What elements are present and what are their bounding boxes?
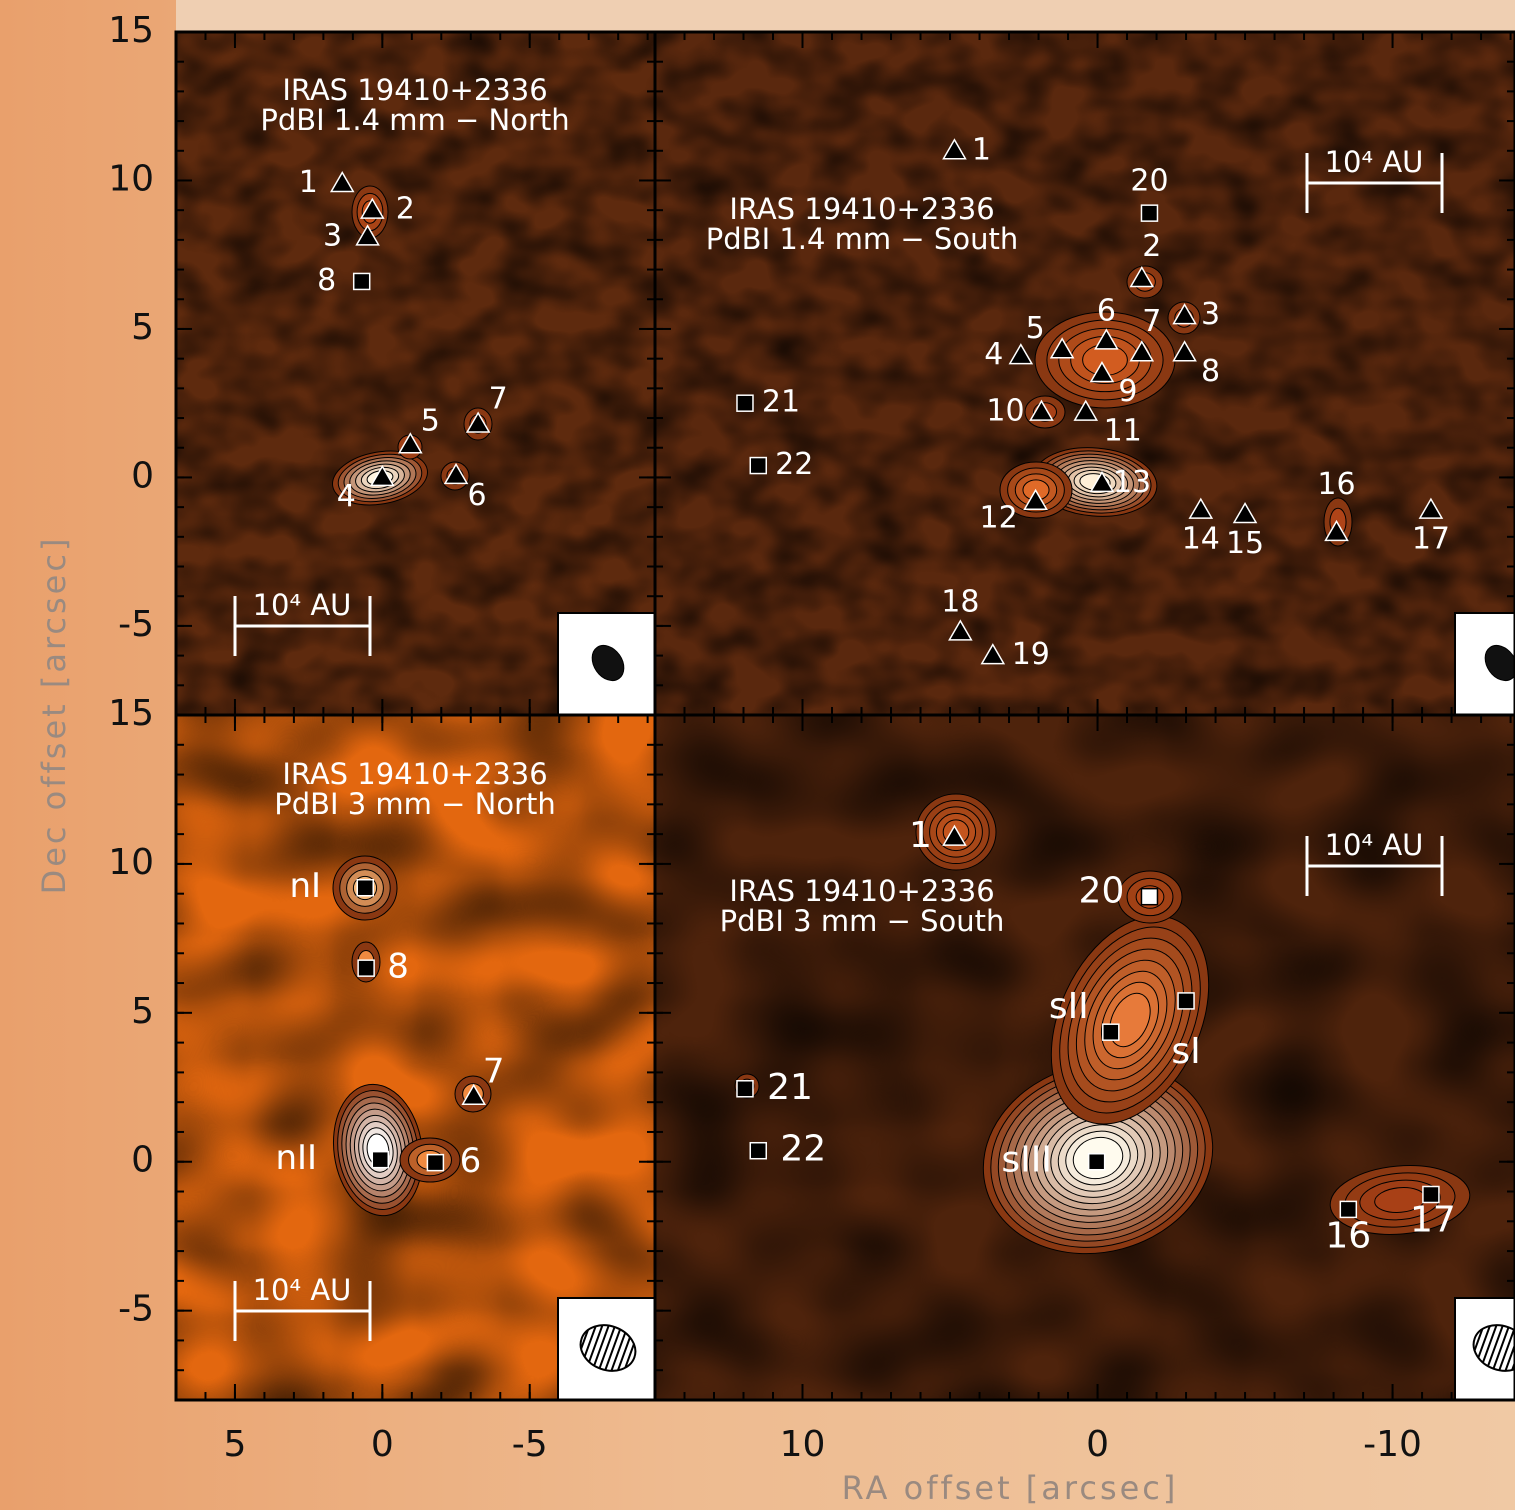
panel-subtitle: PdBI 3 mm − North — [274, 787, 556, 821]
source-label: 1 — [299, 165, 318, 200]
source-label: 9 — [1118, 374, 1137, 409]
source-label: 5 — [1026, 311, 1045, 346]
scale-bar-label: 10⁴ AU — [253, 1273, 352, 1307]
source-label: 21 — [767, 1067, 813, 1108]
panel-subtitle: PdBI 1.4 mm − North — [260, 103, 569, 137]
source-label: 6 — [467, 478, 486, 513]
source-label: 20 — [1130, 164, 1168, 199]
source-label: 6 — [1097, 293, 1116, 328]
source-label: 16 — [1325, 1215, 1371, 1256]
source-label: 19 — [1012, 637, 1050, 672]
panel-subtitle: PdBI 1.4 mm − South — [706, 222, 1018, 256]
square-marker — [1103, 1024, 1119, 1040]
square-marker — [427, 1155, 443, 1171]
x-tick-label: 10 — [780, 1424, 826, 1465]
source-label: 22 — [775, 447, 813, 482]
x-axis-label: RA offset [arcsec] — [842, 1469, 1179, 1507]
source-label: 4 — [337, 479, 356, 514]
scale-bar-label: 10⁴ AU — [253, 588, 352, 622]
figure: RA offset [arcsec] Dec offset [arcsec] I… — [0, 0, 1515, 1510]
source-label: 8 — [317, 263, 336, 298]
square-marker — [1141, 205, 1157, 221]
y-tick-label: -5 — [118, 604, 154, 645]
source-label: sII — [1049, 986, 1089, 1027]
source-label: 18 — [941, 584, 979, 619]
panel-subtitle: PdBI 3 mm − South — [720, 904, 1005, 938]
x-tick-label: 0 — [1086, 1424, 1109, 1465]
source-label: 15 — [1226, 526, 1264, 561]
source-label: 14 — [1182, 522, 1220, 557]
y-axis-label: Dec offset [arcsec] — [35, 536, 73, 895]
scale-bar-label: 10⁴ AU — [1325, 828, 1424, 862]
source-label: 13 — [1113, 465, 1151, 500]
panel-title: IRAS 19410+2336 — [282, 757, 547, 791]
source-label: 1 — [909, 815, 932, 856]
x-tick-label: 5 — [224, 1424, 247, 1465]
scale-bar-label: 10⁴ AU — [1325, 145, 1424, 179]
x-tick-label: -10 — [1363, 1424, 1422, 1465]
source-label: 12 — [979, 501, 1017, 536]
source-label: 17 — [1410, 1200, 1456, 1241]
source-label: 7 — [489, 381, 508, 416]
square-marker — [750, 458, 766, 474]
square-marker — [1089, 1154, 1105, 1170]
source-label: 7 — [1142, 304, 1161, 339]
square-marker — [737, 395, 753, 411]
source-label: 20 — [1079, 871, 1125, 912]
source-label: 3 — [1201, 297, 1220, 332]
y-tick-label: 10 — [108, 158, 154, 199]
square-marker — [358, 960, 374, 976]
source-label: 2 — [396, 192, 415, 227]
x-tick-label: 0 — [371, 1424, 394, 1465]
square-marker — [372, 1152, 388, 1168]
source-label: nII — [275, 1138, 317, 1178]
source-label: 7 — [483, 1052, 505, 1092]
y-tick-label: 0 — [131, 1140, 154, 1181]
source-label: 17 — [1412, 522, 1450, 557]
y-tick-label: 10 — [108, 842, 154, 883]
source-label: sI — [1171, 1031, 1200, 1072]
square-marker — [1178, 993, 1194, 1009]
source-label: 11 — [1104, 414, 1142, 449]
source-label: nI — [289, 866, 321, 906]
source-label: 4 — [984, 337, 1003, 372]
panel-title: IRAS 19410+2336 — [729, 192, 994, 226]
source-label: 6 — [460, 1141, 482, 1181]
y-tick-label: 15 — [108, 693, 154, 734]
panel: IRAS 19410+2336PdBI 1.4 mm − South 10⁴ AU… — [655, 32, 1515, 715]
panel-title: IRAS 19410+2336 — [282, 73, 547, 107]
source-label: 5 — [421, 403, 440, 438]
y-tick-label: -5 — [118, 1289, 154, 1330]
x-tick-label: -5 — [512, 1424, 548, 1465]
source-label: 1 — [972, 132, 991, 167]
source-label: 2 — [1142, 229, 1161, 264]
y-tick-label: 0 — [131, 455, 154, 496]
y-tick-label: 15 — [108, 10, 154, 51]
top-strip — [176, 0, 1515, 32]
source-label: 22 — [780, 1129, 826, 1170]
source-label: sIII — [1001, 1140, 1052, 1181]
square-marker — [750, 1143, 766, 1159]
square-marker — [737, 1081, 753, 1097]
source-label: 21 — [762, 385, 800, 420]
source-label: 8 — [387, 947, 409, 987]
y-tick-label: 5 — [131, 307, 154, 348]
source-label: 8 — [1201, 354, 1220, 389]
square-marker — [354, 273, 370, 289]
source-label: 3 — [323, 218, 342, 253]
square-marker — [1141, 889, 1157, 905]
y-tick-label: 5 — [131, 991, 154, 1032]
source-label: 16 — [1317, 467, 1355, 502]
source-label: 10 — [986, 394, 1024, 429]
square-marker — [357, 880, 373, 896]
panel-title: IRAS 19410+2336 — [729, 874, 994, 908]
